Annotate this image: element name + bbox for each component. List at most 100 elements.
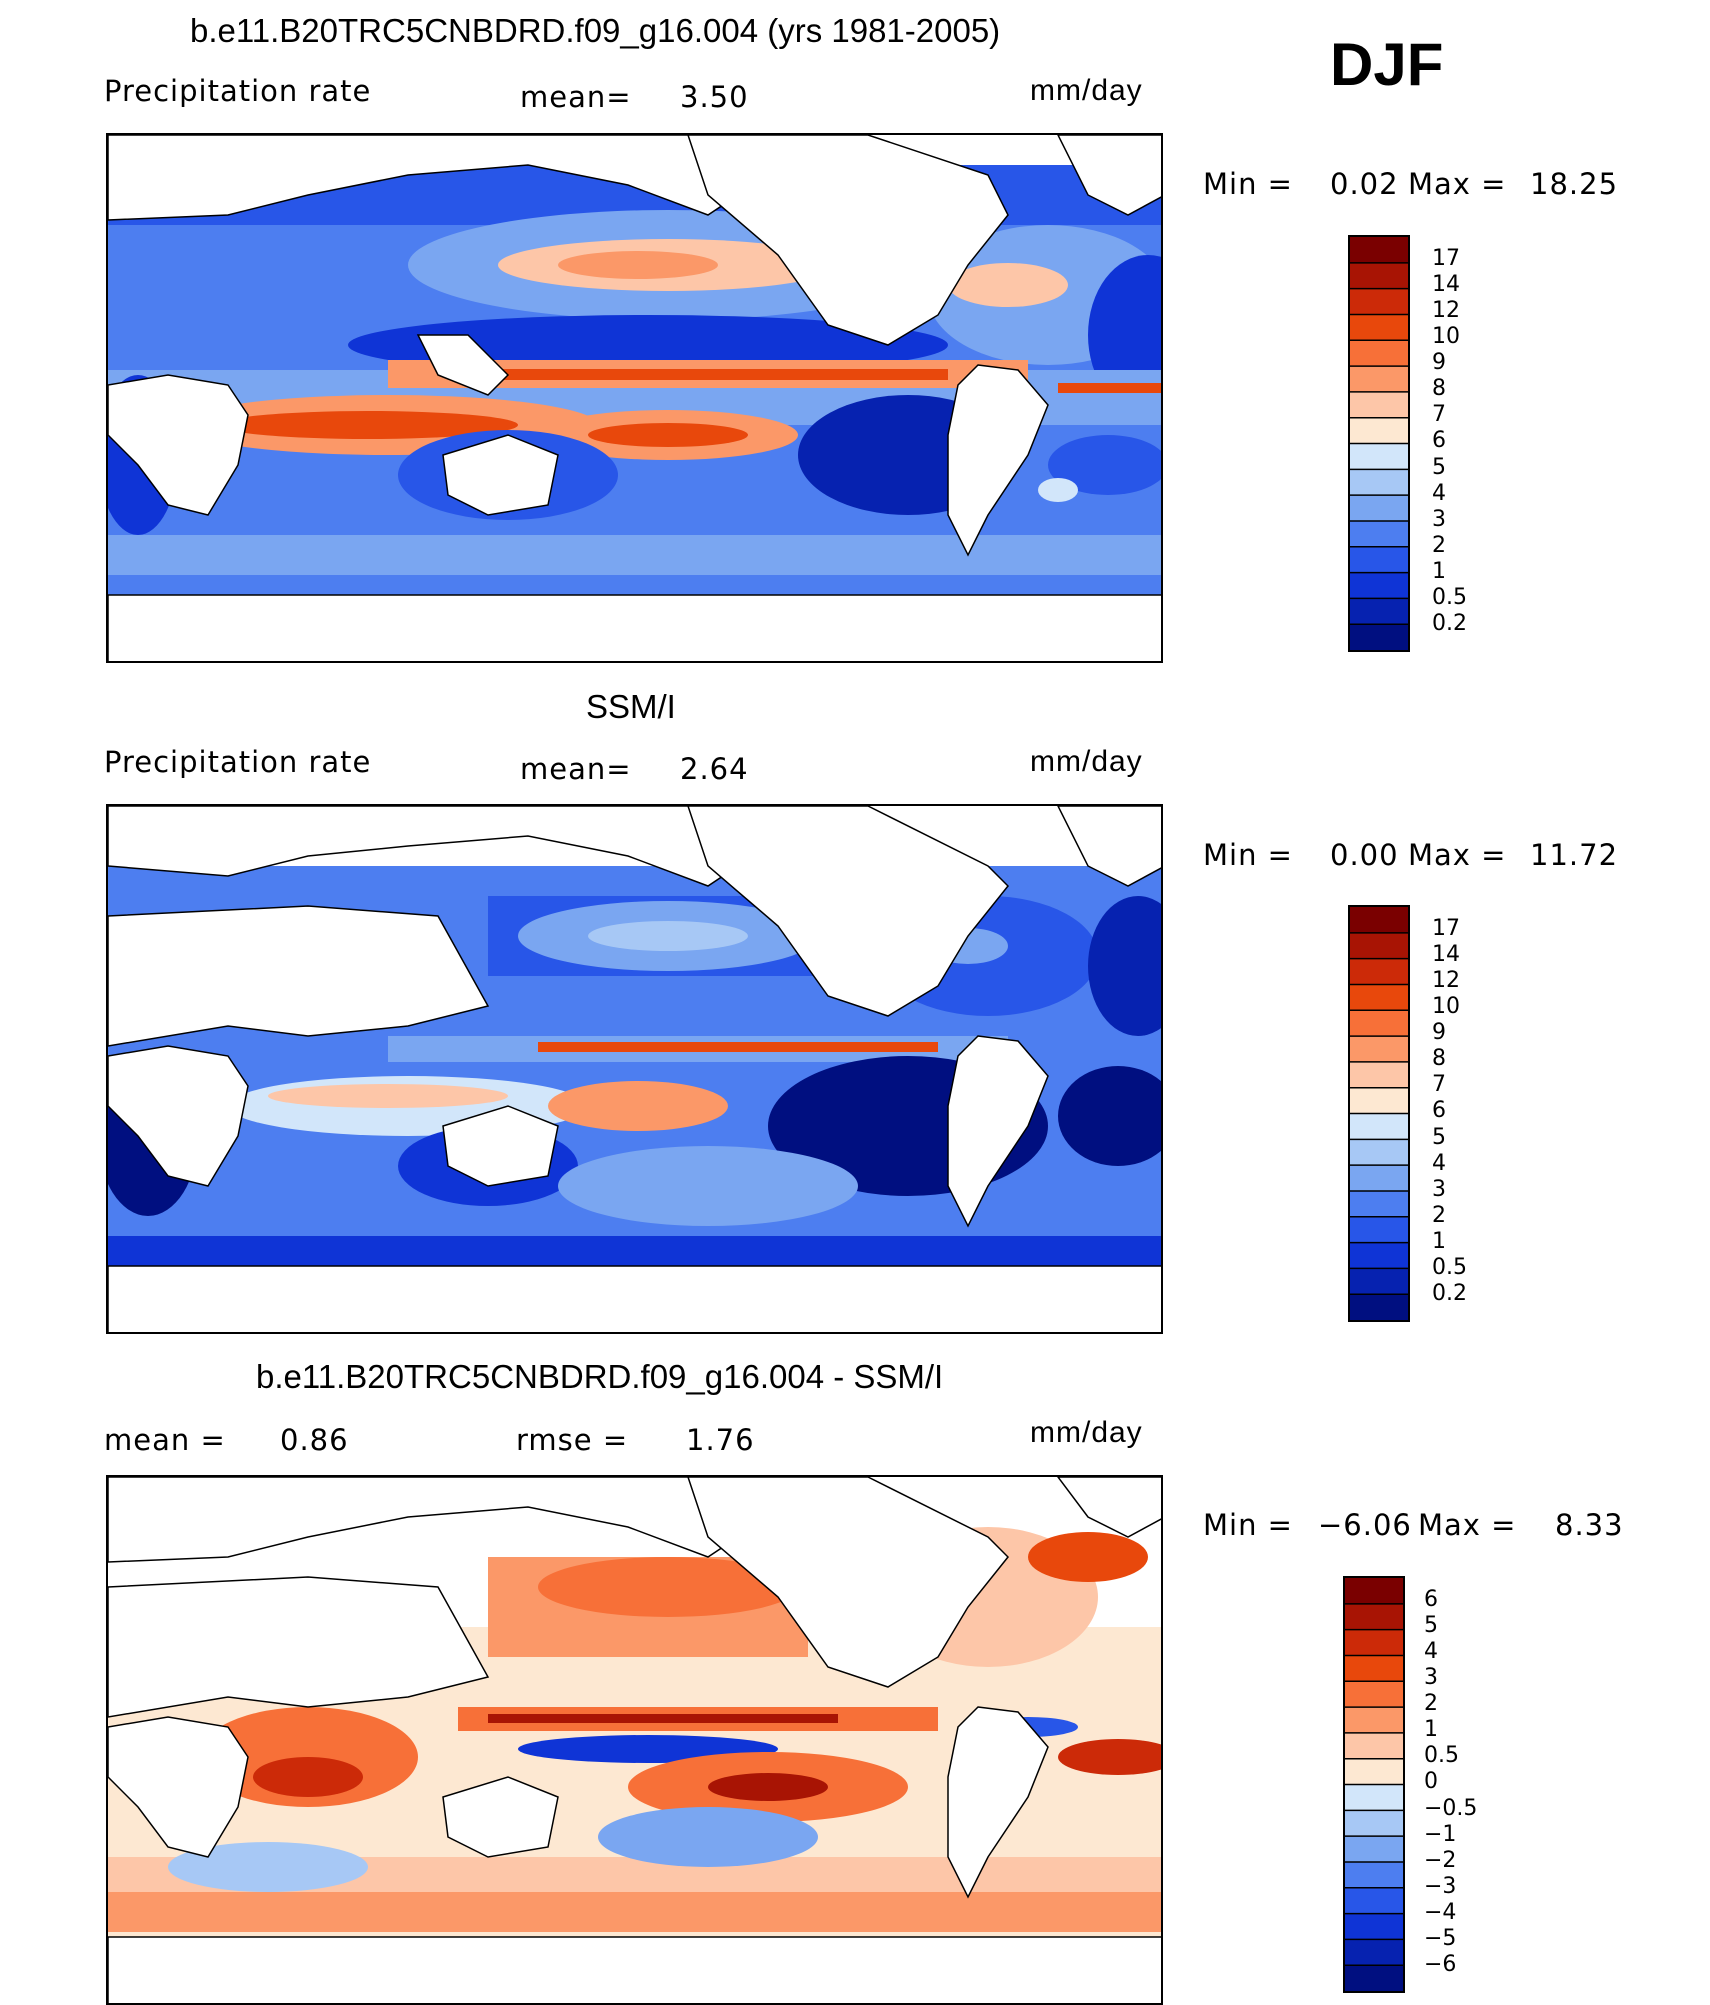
colorbar-swatch [1345, 1629, 1403, 1656]
colorbar-tick-label: 9 [1432, 350, 1446, 376]
colorbar-swatch [1345, 1732, 1403, 1760]
colorbar-swatch [1350, 495, 1408, 522]
colorbar-swatch [1345, 1887, 1403, 1915]
colorbar-swatch [1350, 1268, 1408, 1295]
panel-max-label: Max = [1418, 1508, 1517, 1542]
colorbar-swatch [1345, 1681, 1403, 1708]
colorbar-tick-label: 0.2 [1432, 1280, 1467, 1306]
panel-variable-label: Precipitation rate [104, 745, 372, 779]
colorbar-swatch [1350, 469, 1408, 496]
colorbar-tick-label: 7 [1432, 402, 1446, 428]
season-label: DJF [1330, 31, 1444, 98]
colorbar-model [1348, 235, 1410, 652]
colorbar-tick-label: −6 [1424, 1951, 1457, 1977]
colorbar-swatch [1350, 1190, 1408, 1218]
colorbar-swatch [1345, 1784, 1403, 1811]
panel-min-value: 0.02 [1330, 167, 1399, 201]
panel-min-value: 0.00 [1330, 838, 1399, 872]
colorbar-tick-label: 14 [1432, 942, 1460, 968]
panel-units: mm/day [1030, 745, 1143, 778]
colorbar-tick-label: −3 [1424, 1873, 1457, 1899]
colorbar-tick-label: 17 [1432, 246, 1460, 271]
panel-min-label: Min = [1203, 167, 1293, 201]
colorbar-swatch [1350, 598, 1408, 625]
panel-mean-label: mean= [520, 752, 632, 786]
colorbar-swatch [1345, 1913, 1403, 1940]
colorbar-swatch [1345, 1836, 1403, 1863]
colorbar-tick-label: 6 [1424, 1587, 1438, 1612]
colorbar-tick-label: 1 [1432, 1228, 1446, 1254]
colorbar-tick-label: 9 [1432, 1020, 1446, 1046]
colorbar-swatch [1350, 624, 1408, 650]
colorbar-swatch [1350, 1139, 1408, 1166]
panel-title-model: b.e11.B20TRC5CNBDRD.f09_g16.004 (yrs 198… [190, 12, 1001, 49]
colorbar-tick-label: 5 [1432, 454, 1446, 480]
colorbar-swatch [1350, 546, 1408, 574]
panel-rmse-value: 1.76 [686, 1423, 755, 1457]
colorbar-swatch [1345, 1603, 1403, 1631]
colorbar-swatch [1350, 932, 1408, 960]
colorbar-tick-label: 0.5 [1432, 1254, 1467, 1280]
colorbar-swatch [1345, 1939, 1403, 1966]
colorbar-swatch [1350, 1294, 1408, 1320]
panel-rmse-label: rmse = [516, 1423, 629, 1457]
colorbar-tick-label: 2 [1424, 1691, 1438, 1717]
colorbar-swatch [1350, 1113, 1408, 1140]
colorbar-tick-label: −4 [1424, 1899, 1457, 1925]
colorbar-swatch [1350, 1036, 1408, 1063]
colorbar-swatch [1345, 1810, 1403, 1837]
colorbar-tick-label: 3 [1432, 506, 1446, 532]
panel-mean-label: mean= [520, 80, 632, 114]
colorbar-swatch [1350, 1010, 1408, 1037]
panel-max-label: Max = [1408, 838, 1507, 872]
colorbar-swatch [1350, 366, 1408, 393]
colorbar-tick-label: −0.5 [1424, 1795, 1478, 1821]
colorbar-tick-label: 4 [1432, 1150, 1446, 1176]
panel-min-value: −6.06 [1318, 1508, 1412, 1542]
panel-title-obs: SSM/I [586, 688, 676, 725]
panel-min-label: Min = [1203, 1508, 1293, 1542]
map-difference-precipitation [106, 1475, 1163, 2005]
colorbar-swatch [1345, 1578, 1403, 1605]
panel-variable-label: Precipitation rate [104, 74, 372, 108]
land-masses [108, 806, 1161, 1332]
map-obs-precipitation [106, 804, 1163, 1334]
colorbar-tick-label: 1 [1424, 1717, 1438, 1743]
colorbar-swatch [1350, 1165, 1408, 1192]
colorbar-difference [1343, 1576, 1405, 1993]
colorbar-swatch [1350, 262, 1408, 290]
colorbar-swatch [1350, 572, 1408, 599]
colorbar-tick-label: 6 [1432, 1098, 1446, 1124]
colorbar-swatch [1350, 443, 1408, 470]
land-masses [108, 135, 1161, 661]
colorbar-swatch [1350, 391, 1408, 419]
colorbar-swatch [1350, 520, 1408, 548]
colorbar-tick-label: 1 [1432, 558, 1446, 584]
colorbar-swatch [1350, 237, 1408, 264]
colorbar-tick-label: 12 [1432, 298, 1460, 324]
colorbar-swatch [1345, 1707, 1403, 1734]
panel-units: mm/day [1030, 1416, 1143, 1449]
colorbar-swatch [1350, 1242, 1408, 1269]
panel-mean-value: 3.50 [680, 80, 749, 114]
land-masses [108, 1477, 1161, 2003]
colorbar-swatch [1350, 1216, 1408, 1244]
panel-mean-value: 2.64 [680, 752, 749, 786]
colorbar-swatch [1345, 1758, 1403, 1785]
colorbar-tick-label: 0.2 [1432, 610, 1467, 636]
colorbar-tick-label: −2 [1424, 1847, 1457, 1873]
panel-max-label: Max = [1408, 167, 1507, 201]
panel-min-label: Min = [1203, 838, 1293, 872]
colorbar-tick-label: −1 [1424, 1821, 1457, 1847]
colorbar-tick-label: 3 [1424, 1665, 1438, 1691]
colorbar-swatch [1350, 1061, 1408, 1089]
panel-diff-mean-value: 0.86 [280, 1423, 349, 1457]
colorbar-tick-label: 4 [1432, 480, 1446, 506]
panel-title-diff: b.e11.B20TRC5CNBDRD.f09_g16.004 - SSM/I [256, 1358, 944, 1395]
colorbar-tick-label: 2 [1432, 532, 1446, 558]
colorbar-tick-label: 10 [1432, 324, 1460, 350]
panel-max-value: 11.72 [1530, 838, 1619, 872]
colorbar-tick-label: 17 [1432, 916, 1460, 941]
colorbar-swatch [1350, 958, 1408, 985]
panel-diff-mean-label: mean = [104, 1423, 226, 1457]
